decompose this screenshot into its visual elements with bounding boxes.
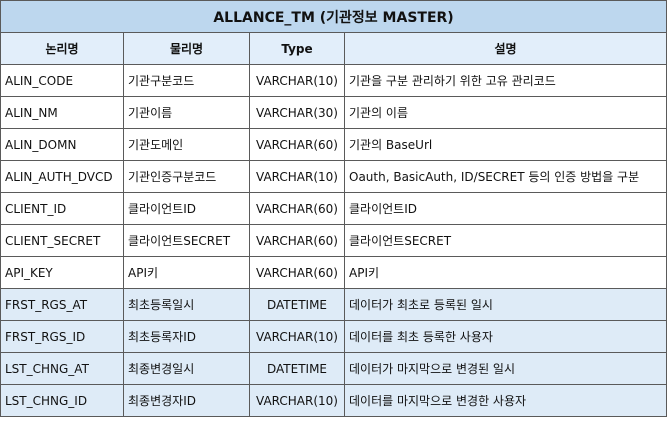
cell-logical-name: ALIN_CODE [0,64,124,97]
cell-type: VARCHAR(10) [249,320,345,353]
cell-logical-name: FRST_RGS_AT [0,288,124,321]
cell-logical-name: LST_CHNG_ID [0,384,124,417]
cell-type: VARCHAR(60) [249,192,345,225]
cell-physical-name: 최종변경자ID [123,384,250,417]
cell-logical-name: ALIN_DOMN [0,128,124,161]
title-row: ALLANCE_TM (기관정보 MASTER) [0,0,668,33]
table-row: FRST_RGS_AT 최초등록일시 DATETIME 데이터가 최초로 등록된 일시 [0,288,668,321]
cell-physical-name: 기관인증구분코드 [123,160,250,193]
cell-description: 데이터가 최초로 등록된 일시 [343,288,668,321]
cell-type: VARCHAR(60) [249,224,345,257]
cell-physical-name: 최종변경일시 [123,352,250,385]
cell-physical-name: 최초등록일시 [123,288,250,321]
cell-type: VARCHAR(10) [249,384,345,417]
cell-logical-name: API_KEY [0,256,124,289]
cell-physical-name: 클라이언트SECRET [123,224,250,257]
cell-physical-name: 기관구분코드 [123,64,250,97]
table-title: ALLANCE_TM (기관정보 MASTER) [0,0,668,33]
header-type: Type [249,32,345,65]
cell-description: API키 [343,256,668,289]
cell-logical-name: CLIENT_ID [0,192,124,225]
header-physical-name: 물리명 [123,32,250,65]
cell-logical-name: FRST_RGS_ID [0,320,124,353]
cell-description: 데이터를 마지막으로 변경한 사용자 [343,384,668,417]
cell-type: VARCHAR(60) [249,256,345,289]
cell-physical-name: 기관도메인 [123,128,250,161]
table-row: ALIN_AUTH_DVCD 기관인증구분코드 VARCHAR(10) Oauth, … [0,160,668,193]
table-row: FRST_RGS_ID 최초등록자ID VARCHAR(10) 데이터를 최초 등록한… [0,320,668,353]
table-row: CLIENT_ID 클라이언트ID VARCHAR(60) 클라이언트ID [0,192,668,225]
cell-description: 데이터가 마지막으로 변경된 일시 [343,352,668,385]
cell-description: 데이터를 최초 등록한 사용자 [343,320,668,353]
cell-type: DATETIME [249,352,345,385]
header-logical-name: 논리명 [0,32,124,65]
cell-logical-name: ALIN_NM [0,96,124,129]
cell-physical-name: 최초등록자ID [123,320,250,353]
table-row: CLIENT_SECRET 클라이언트SECRET VARCHAR(60) 클라이언트… [0,224,668,257]
cell-physical-name: 클라이언트ID [123,192,250,225]
table-row: LST_CHNG_ID 최종변경자ID VARCHAR(10) 데이터를 마지막으로 … [0,384,668,417]
table-row: ALIN_NM 기관이름 VARCHAR(30) 기관의 이름 [0,96,668,129]
cell-type: VARCHAR(10) [249,160,345,193]
table-row: LST_CHNG_AT 최종변경일시 DATETIME 데이터가 마지막으로 변경된 … [0,352,668,385]
cell-description: 기관을 구분 관리하기 위한 고유 관리코드 [343,64,668,97]
cell-type: DATETIME [249,288,345,321]
cell-description: Oauth, BasicAuth, ID/SECRET 등의 인증 방법을 구분 [343,160,668,193]
cell-type: VARCHAR(30) [249,96,345,129]
cell-physical-name: API키 [123,256,250,289]
header-description: 설명 [343,32,668,65]
table-body: ALIN_CODE 기관구분코드 VARCHAR(10) 기관을 구분 관리하기 위한… [0,64,668,417]
cell-logical-name: ALIN_AUTH_DVCD [0,160,124,193]
cell-logical-name: CLIENT_SECRET [0,224,124,257]
cell-description: 클라이언트SECRET [343,224,668,257]
cell-type: VARCHAR(60) [249,128,345,161]
cell-description: 클라이언트ID [343,192,668,225]
cell-logical-name: LST_CHNG_AT [0,352,124,385]
cell-physical-name: 기관이름 [123,96,250,129]
cell-type: VARCHAR(10) [249,64,345,97]
table-row: ALIN_CODE 기관구분코드 VARCHAR(10) 기관을 구분 관리하기 위한… [0,64,668,97]
cell-description: 기관의 BaseUrl [343,128,668,161]
table-row: API_KEY API키 VARCHAR(60) API키 [0,256,668,289]
cell-description: 기관의 이름 [343,96,668,129]
header-row: 논리명 물리명 Type 설명 [0,32,668,65]
table-row: ALIN_DOMN 기관도메인 VARCHAR(60) 기관의 BaseUrl [0,128,668,161]
